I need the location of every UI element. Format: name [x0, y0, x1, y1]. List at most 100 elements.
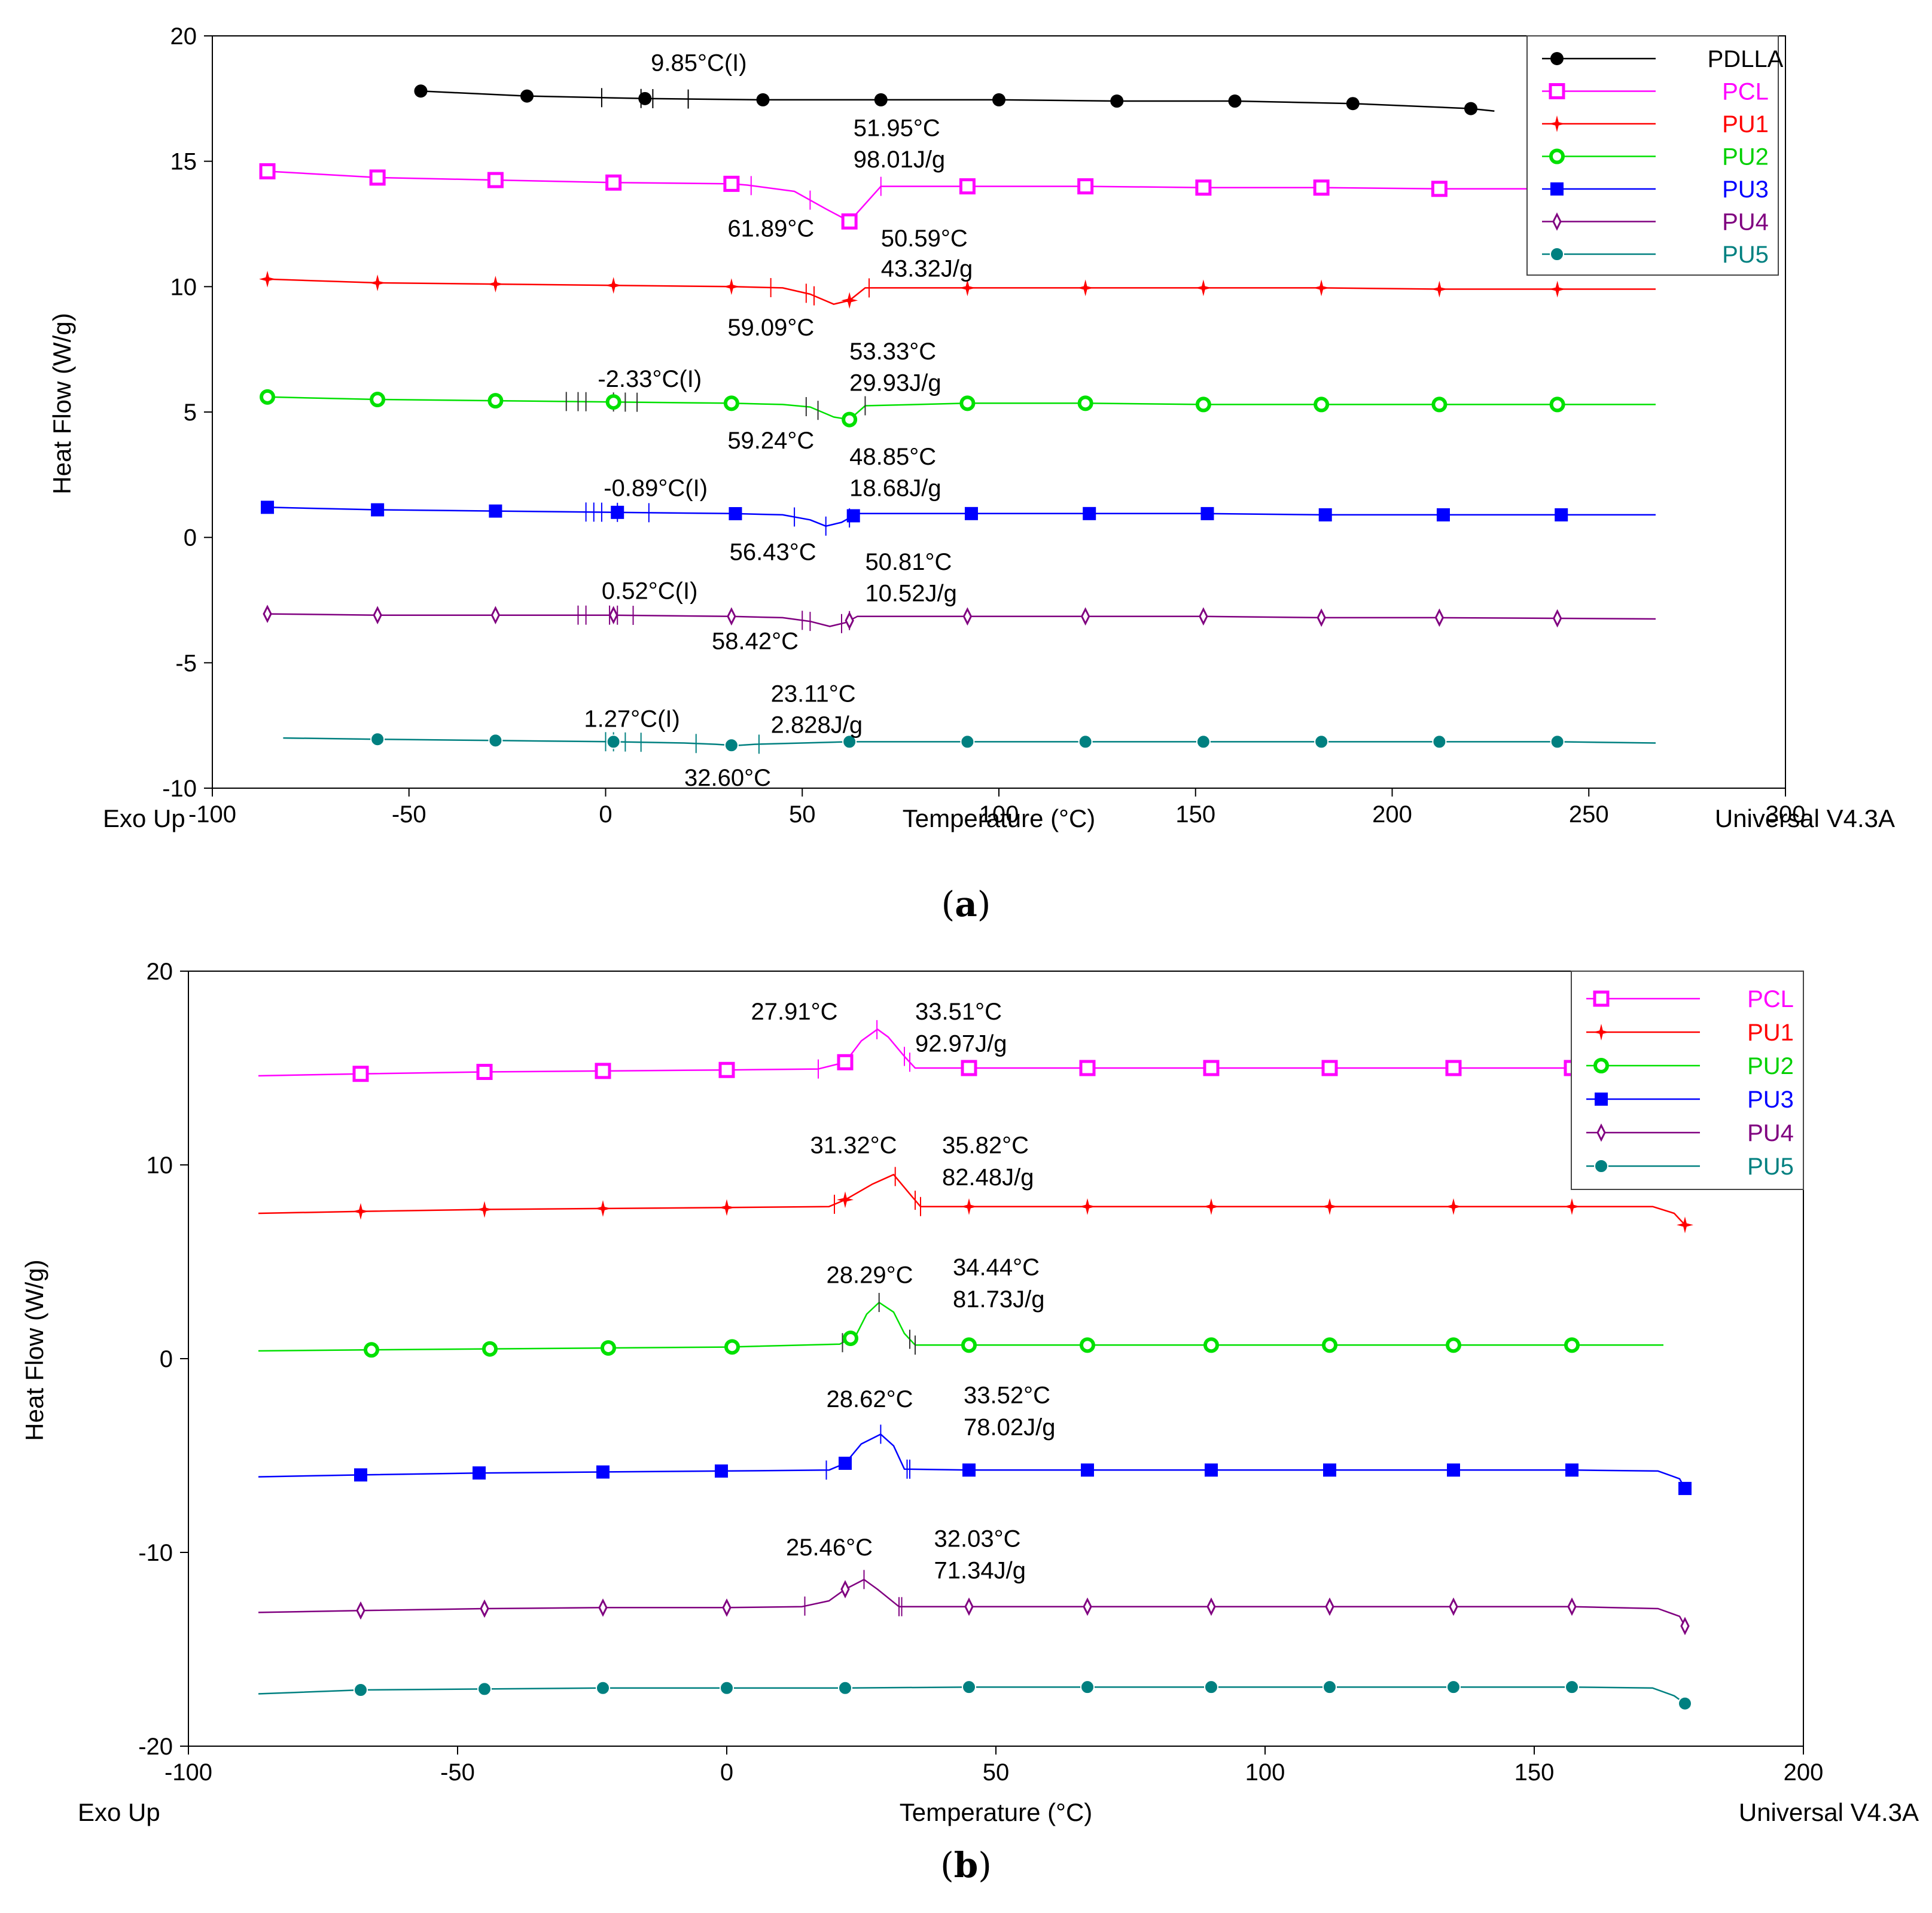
y-tick-label: -10: [138, 1540, 173, 1566]
annotation-label: 31.32°C: [810, 1133, 897, 1159]
series-line-pu2: [267, 396, 1656, 420]
data-point-pu1: [723, 278, 740, 295]
data-point-pu2: [842, 411, 858, 428]
data-point-pu5: [488, 733, 503, 748]
annotation-label: 50.81°C: [865, 549, 952, 575]
legend-marker-pu2: [1549, 148, 1565, 164]
panel-letter-a: a: [955, 884, 977, 925]
data-point-pcl: [1079, 1060, 1096, 1076]
data-point-pu3: [1318, 508, 1332, 521]
data-point-pu5: [477, 1682, 492, 1697]
series-line-pu4: [267, 613, 1656, 627]
series-line-pu5: [283, 737, 1656, 746]
data-point-pu5: [960, 734, 975, 749]
data-point-pu4: [373, 606, 382, 625]
data-point-pu2: [959, 395, 976, 411]
data-point-pu2: [724, 1339, 740, 1355]
data-point-pu4: [1206, 1597, 1216, 1616]
data-point-pu3: [1323, 1463, 1336, 1477]
legend-label-pu5: PU5: [1747, 1154, 1794, 1180]
data-point-pu4: [1325, 1597, 1334, 1616]
annotation-label: 0.52°C(I): [602, 578, 698, 604]
y-tick-label: 15: [170, 149, 197, 175]
data-point-pu3: [261, 501, 275, 514]
data-point-pcl: [595, 1063, 611, 1079]
y-axis-label: Heat Flow (W/g): [48, 313, 76, 494]
data-point-pcl: [961, 1060, 977, 1076]
data-point-pcl: [1077, 178, 1094, 195]
data-point-pu2: [1077, 395, 1093, 411]
legend: PDLLA PCL PU1 PU2 PU3 PU4 PU5: [1526, 35, 1784, 276]
legend-label-pcl: PCL: [1747, 986, 1794, 1012]
x-tick-label: -50: [392, 801, 426, 828]
data-point-pu2: [961, 1337, 977, 1353]
data-point-pu1: [605, 277, 622, 294]
y-tick-label: 20: [170, 23, 197, 50]
data-point-pu1: [476, 1201, 493, 1218]
annotation-label: 29.93J/g: [849, 370, 941, 396]
data-point-pu2: [1549, 396, 1565, 413]
data-point-pu5: [838, 1680, 852, 1695]
y-tick-label: -5: [175, 650, 197, 676]
data-point-pu3: [1555, 508, 1568, 521]
annotation-label: 81.73J/g: [953, 1286, 1044, 1313]
annotation-label: 58.42°C: [712, 628, 799, 654]
data-point-pu3: [1565, 1463, 1578, 1477]
data-point-pu3: [371, 503, 385, 517]
data-point-pcl: [1321, 1060, 1338, 1076]
instrument-version-label: Universal V4.3A: [1739, 1798, 1919, 1826]
data-point-pu1: [1564, 1198, 1580, 1215]
annotation-label: 78.02J/g: [964, 1414, 1055, 1441]
data-point-pu3: [1083, 507, 1096, 520]
series-line-pu1: [267, 278, 1656, 305]
data-point-pdlla: [1346, 97, 1360, 111]
x-tick-label: 100: [1245, 1759, 1285, 1786]
data-point-pu1: [1445, 1198, 1462, 1215]
data-point-pcl: [718, 1061, 735, 1078]
x-axis-label: Temperature (°C): [900, 1798, 1093, 1826]
legend-label-pu4: PU4: [1747, 1120, 1794, 1146]
data-point-pu2: [370, 392, 386, 408]
data-point-pu5: [354, 1683, 368, 1698]
series-pu2: [258, 1293, 1663, 1358]
series-pcl: [259, 163, 1656, 230]
data-point-pu3: [846, 509, 860, 523]
annotation-label: 28.29°C: [827, 1262, 913, 1289]
data-point-pu1: [1321, 1198, 1338, 1215]
data-point-pu1: [369, 274, 386, 291]
data-point-pu4: [1317, 608, 1326, 627]
data-point-pu3: [1081, 1463, 1094, 1477]
data-point-pu1: [1077, 279, 1094, 297]
data-point-pu1: [595, 1200, 611, 1217]
x-tick-label: 250: [1569, 801, 1609, 828]
annotation-label: 2.828J/g: [771, 712, 863, 739]
data-point-pu5: [720, 1680, 734, 1695]
annotation-label: 59.24°C: [727, 428, 814, 454]
legend-marker-pdlla: [1550, 52, 1564, 65]
data-point-pu5: [962, 1680, 976, 1695]
data-point-pu3: [715, 1464, 728, 1478]
data-point-pcl: [605, 174, 622, 191]
data-point-pu1: [1549, 280, 1566, 298]
y-tick-label: 20: [147, 959, 173, 985]
legend-box: [1526, 35, 1779, 276]
data-point-pu3: [964, 507, 978, 520]
data-point-pu4: [1080, 607, 1090, 626]
series-line-pu4: [258, 1579, 1686, 1627]
legend-label-pdlla: PDLLA: [1708, 46, 1784, 72]
chart-panel-a: -100 -50 0 50 100 150 200 250 300-10-505101520Te…: [48, 23, 1895, 832]
data-point-pu2: [364, 1342, 379, 1358]
annotation-label: 35.82°C: [942, 1133, 1029, 1159]
data-point-pu5: [1078, 734, 1093, 749]
data-point-pcl: [487, 172, 504, 188]
data-point-pu1: [487, 276, 504, 293]
data-point-pu5: [1204, 1680, 1218, 1695]
y-tick-label: 0: [184, 525, 197, 551]
exo-up-label: Exo Up: [78, 1798, 160, 1826]
data-point-pu3: [839, 1456, 852, 1470]
data-point-pu2: [482, 1341, 498, 1357]
instrument-version-label: Universal V4.3A: [1715, 804, 1895, 832]
data-point-pdlla: [1464, 102, 1477, 115]
